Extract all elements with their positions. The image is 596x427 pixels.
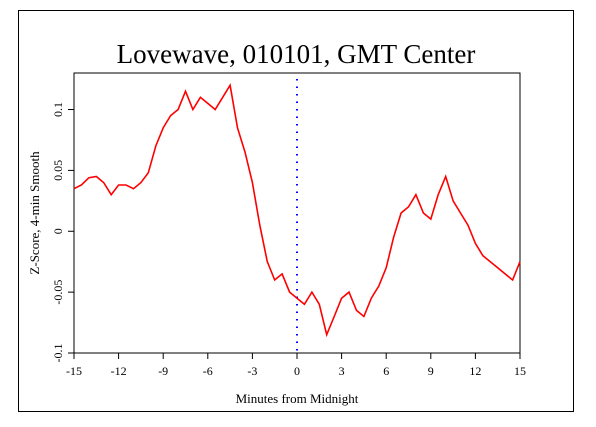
- y-tick-label: 0.1: [51, 102, 65, 117]
- y-tick-label: -0.1: [51, 344, 65, 363]
- plot-area: [73, 72, 521, 354]
- x-tick-label: 3: [339, 364, 345, 378]
- x-tick-label: -6: [203, 364, 213, 378]
- x-tick-label: 6: [383, 364, 389, 378]
- y-tick-label: 0: [51, 228, 65, 234]
- line-chart: Lovewave, 010101, GMT Center -15 -12 -9 -6-…: [27, 39, 526, 406]
- x-tick-label: -9: [158, 364, 168, 378]
- chart-title: Lovewave, 010101, GMT Center: [117, 39, 476, 69]
- x-axis-label: Minutes from Midnight: [236, 391, 359, 406]
- x-axis: -15 -12 -9 -6 -3 0 3 6 9 12 15: [66, 353, 526, 378]
- x-tick-label: 15: [514, 364, 526, 378]
- y-tick-label: -0.05: [51, 280, 65, 305]
- y-axis-label: Z-Score, 4-min Smooth: [27, 151, 42, 275]
- chart-frame: Lovewave, 010101, GMT Center -15 -12 -9 -6-…: [18, 10, 574, 412]
- x-tick-label: -15: [66, 364, 82, 378]
- y-axis: -0.1 -0.05 0 0.05 0.1: [51, 102, 74, 363]
- x-tick-label: 0: [294, 364, 300, 378]
- x-tick-label: 9: [428, 364, 434, 378]
- y-tick-label: 0.05: [51, 160, 65, 181]
- series-line: [73, 82, 521, 338]
- x-tick-label: -3: [247, 364, 257, 378]
- x-tick-label: 12: [469, 364, 481, 378]
- x-tick-label: -12: [111, 364, 127, 378]
